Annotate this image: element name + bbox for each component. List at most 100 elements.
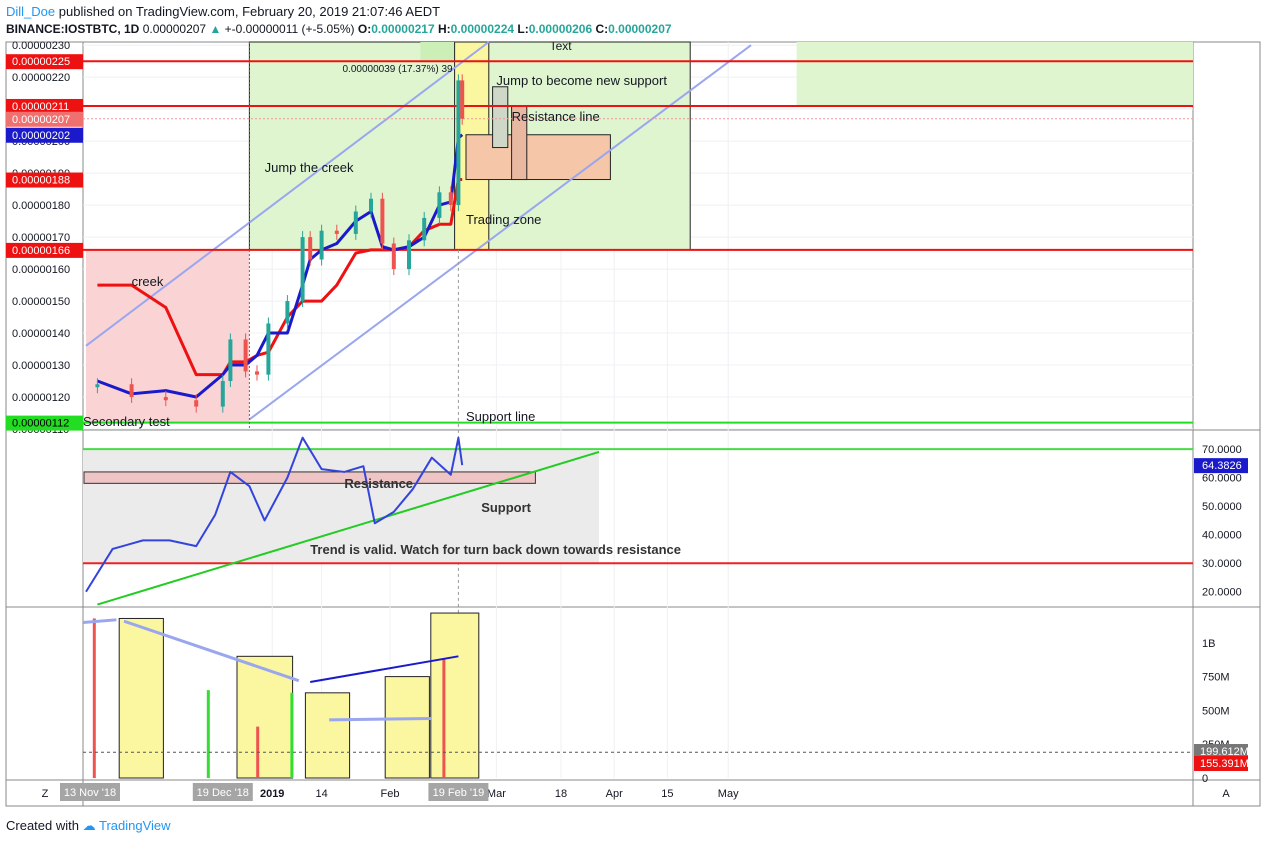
x-tick-label: May	[718, 788, 739, 800]
y-tick-label: 0.00000180	[12, 200, 70, 212]
price-label-badge	[6, 54, 83, 70]
price-label-badge	[6, 172, 83, 188]
price-label-badge	[6, 415, 83, 431]
x-tick-label: 14	[315, 788, 327, 800]
x-tick-label: A	[1222, 788, 1230, 800]
annotation-jump-creek: Jump the creek	[265, 160, 354, 175]
annotation-resistance-line: Resistance line	[512, 109, 600, 124]
price-label: 0.00000211	[12, 101, 69, 113]
change-value: +-0.00000011 (+-5.05%)	[224, 22, 355, 36]
y-tick-label: 0.00000220	[12, 72, 70, 84]
candle-body	[407, 240, 411, 270]
candle-body	[353, 211, 358, 234]
x-marker-badge	[428, 783, 489, 801]
ohlc-line: BINANCE:IOSTBTC, 1D 0.00000207 ▲ +-0.000…	[6, 22, 672, 36]
candle-body	[448, 192, 453, 206]
x-tick-label: 18	[555, 788, 567, 800]
x-tick-label: Mar	[487, 788, 506, 800]
volume-value-badge	[1194, 744, 1248, 760]
volume-value-badge	[1194, 755, 1248, 771]
up-triangle-icon: ▲	[209, 22, 222, 36]
candle-body	[308, 237, 313, 260]
author-link[interactable]: Dill_Doe	[6, 4, 56, 19]
volume-tick-label: 0	[1202, 773, 1208, 785]
published-text: published on TradingView.com, February 2…	[58, 4, 441, 19]
volume-tick-label: 500M	[1202, 705, 1230, 717]
volume-highlight-box	[304, 692, 351, 779]
tradingview-link[interactable]: TradingView	[99, 818, 171, 833]
channel-lower-line	[248, 44, 752, 421]
volume-highlight-box	[430, 612, 480, 779]
annotation-new-support: Jump to become new support	[496, 73, 667, 88]
annotation-text: Text	[550, 39, 573, 53]
volume-trendline	[310, 655, 459, 683]
price-label: 0.00000225	[12, 56, 70, 68]
volume-tick-label: 1B	[1202, 638, 1215, 650]
volume-trendline	[82, 618, 117, 625]
x-tick-label: 2019	[260, 788, 284, 800]
price-label-badge	[6, 98, 83, 114]
candle-body	[266, 323, 271, 375]
rsi-tick-label: 20.0000	[1202, 587, 1242, 599]
symbol-label: BINANCE:IOSTBTC, 1D	[6, 22, 140, 36]
x-tick-label: Z	[42, 788, 49, 800]
rsi-series	[85, 436, 464, 593]
y-tick-label: 0.00000150	[12, 296, 70, 308]
rsi-band-fill	[83, 449, 599, 564]
volume-highlight-box	[118, 617, 164, 779]
y-tick-label: 0.00000120	[12, 392, 70, 404]
price-label: 0.00000188	[12, 175, 70, 187]
volume-tick-label: 750M	[1202, 672, 1230, 684]
y-tick-label: 0.00000170	[12, 232, 70, 244]
rsi-tick-label: 70.0000	[1202, 444, 1242, 456]
annotation-secondary-test: Secondary test	[83, 414, 170, 429]
annotation-support-line: Support line	[466, 409, 535, 424]
rsi-tick-label: 50.0000	[1202, 501, 1242, 513]
candle-body	[391, 243, 396, 270]
candle-body	[95, 384, 100, 388]
rsi-support-trendline	[97, 451, 600, 606]
open-label: O:	[357, 22, 372, 36]
annotation-measure: 0.00000039 (17.37%) 39	[343, 64, 454, 75]
open-value: 0.00000217	[371, 22, 435, 36]
price-label-badge	[6, 242, 83, 258]
close-value: 0.00000207	[608, 22, 672, 36]
x-marker-badge	[192, 783, 253, 801]
candle-body	[255, 371, 259, 375]
candle-body	[369, 198, 373, 212]
price-label: 0.00000207	[12, 114, 70, 126]
candle-body	[319, 230, 324, 260]
high-value: 0.00000224	[450, 22, 515, 36]
annotation-creek: creek	[132, 274, 164, 289]
price-label-badge	[6, 111, 83, 127]
candle-body	[422, 217, 427, 241]
candle-body	[129, 384, 134, 398]
candle-body	[163, 397, 168, 401]
last-price: 0.00000207	[142, 22, 207, 36]
close-label: C:	[595, 22, 609, 36]
candle-body	[285, 301, 290, 324]
candle-body	[194, 400, 199, 407]
publisher-line: Dill_Doe published on TradingView.com, F…	[6, 4, 440, 19]
price-label: 0.00000112	[12, 418, 69, 430]
candle-body	[228, 339, 233, 382]
rsi-tick-label: 30.0000	[1202, 558, 1242, 570]
candle-body	[380, 198, 385, 244]
low-value: 0.00000206	[528, 22, 593, 36]
footer: Created with ☁ TradingView	[6, 818, 171, 834]
tradingview-logo-icon: ☁	[82, 818, 96, 833]
rsi-resistance-box	[83, 471, 536, 484]
price-label: 0.00000166	[12, 245, 70, 257]
created-with-text: Created with	[6, 818, 79, 833]
x-marker-label: 19 Feb '19	[433, 787, 485, 799]
volume-value-label: 199.612M	[1200, 746, 1249, 758]
candle-body	[334, 230, 339, 234]
price-label: 0.00000202	[12, 130, 70, 142]
volume-highlight-box	[384, 676, 430, 779]
high-label: H:	[437, 22, 451, 36]
creek-zone	[86, 249, 250, 423]
rsi-annotation-trend: Trend is valid. Watch for turn back down…	[310, 542, 681, 557]
price-label-badge	[6, 127, 83, 143]
volume-bar	[290, 692, 294, 778]
